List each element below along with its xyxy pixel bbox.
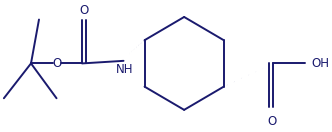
Text: O: O xyxy=(79,4,88,17)
Text: OH: OH xyxy=(312,57,330,70)
Text: O: O xyxy=(267,115,277,128)
Text: O: O xyxy=(52,57,61,70)
Text: NH: NH xyxy=(117,63,134,76)
